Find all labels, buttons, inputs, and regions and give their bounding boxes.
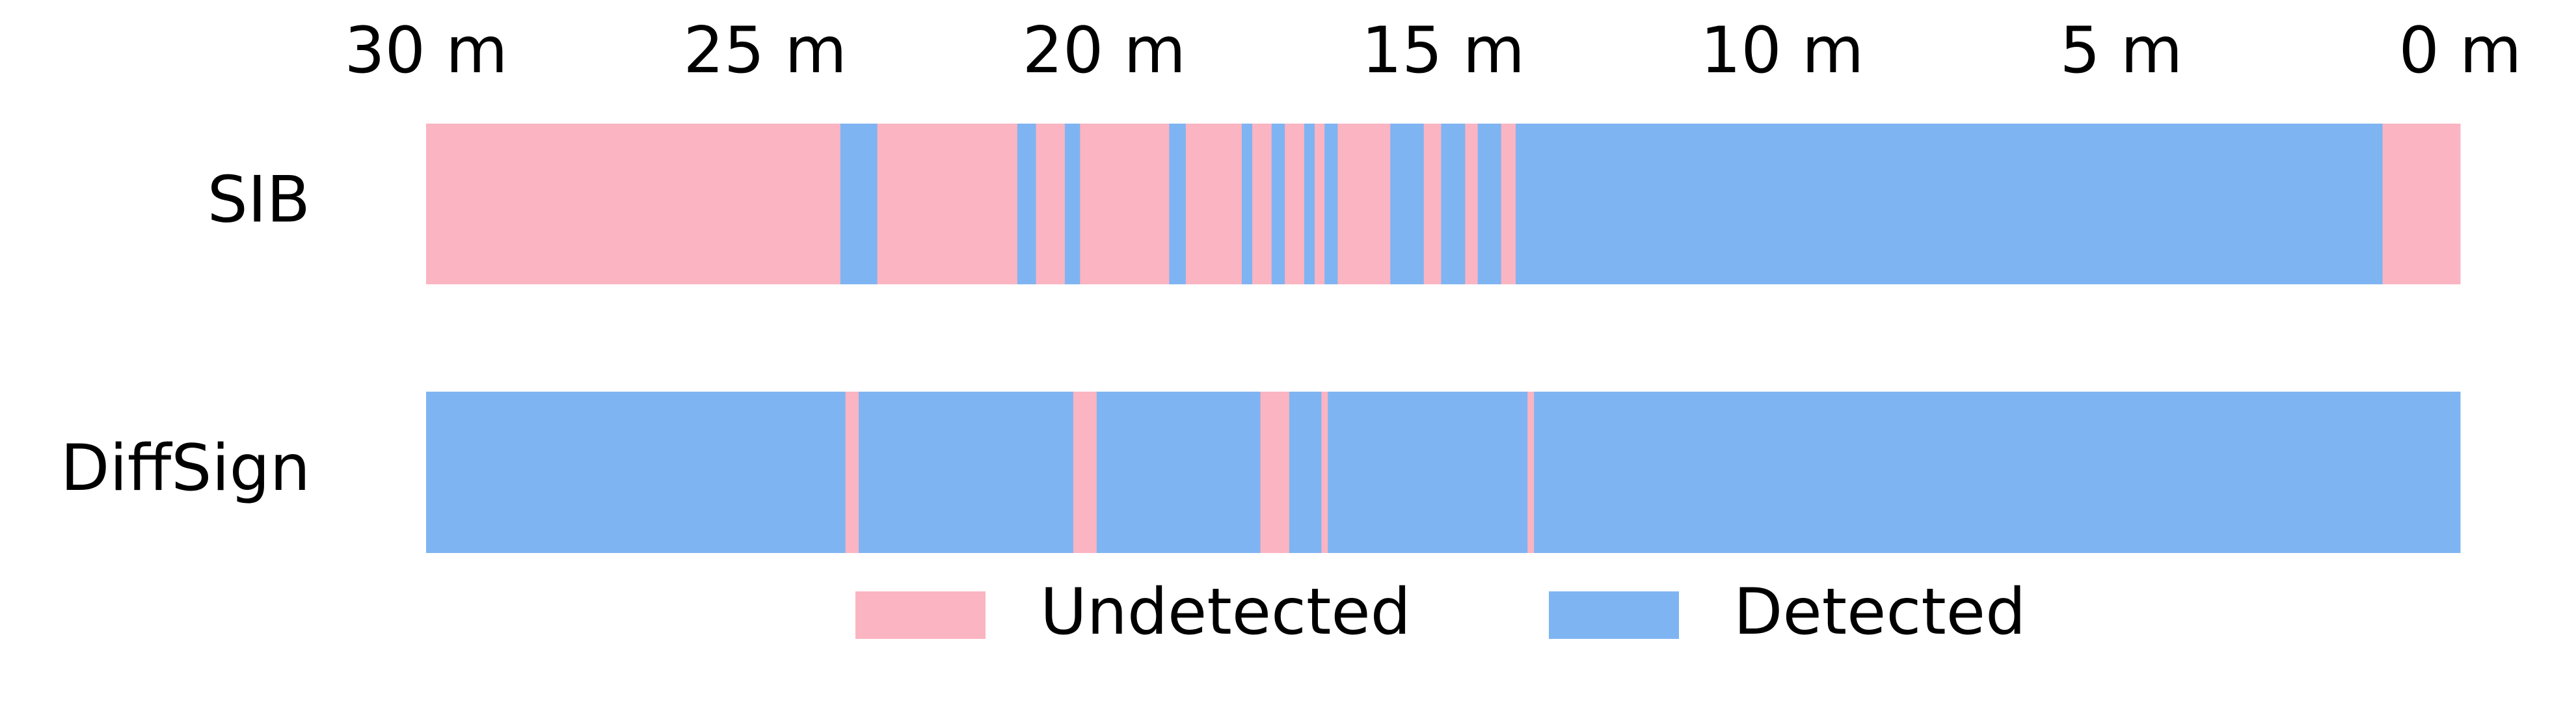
x-tick-label: 5 m <box>2059 14 2182 88</box>
x-tick-label: 20 m <box>1023 14 1186 88</box>
segment <box>1324 124 1338 284</box>
legend-label: Detected <box>1734 575 2026 649</box>
segment <box>1289 392 1322 553</box>
row-label: SIB <box>208 163 310 237</box>
segment <box>1527 392 1535 553</box>
segment <box>1321 392 1328 553</box>
segment <box>1096 392 1261 553</box>
segment <box>1516 124 2383 284</box>
segment <box>877 124 1018 284</box>
segment <box>1271 124 1285 284</box>
legend-swatch <box>1549 591 1679 639</box>
segment <box>1064 124 1080 284</box>
segment <box>1079 124 1170 284</box>
row-label: DiffSign <box>60 431 310 506</box>
segment <box>1390 124 1424 284</box>
segment <box>1501 124 1516 284</box>
segment <box>1477 124 1501 284</box>
segment <box>1328 392 1528 553</box>
segment <box>845 392 859 553</box>
segment <box>1017 124 1036 284</box>
segment <box>840 124 878 284</box>
x-tick-label: 0 m <box>2399 14 2522 88</box>
x-tick-label: 10 m <box>1700 14 1864 88</box>
segment <box>1441 124 1466 284</box>
segment <box>1337 124 1391 284</box>
segment <box>2382 124 2461 284</box>
segment <box>1534 392 2461 553</box>
segment <box>1169 124 1186 284</box>
x-tick-label: 25 m <box>684 14 847 88</box>
segment <box>1464 124 1479 284</box>
legend-label: Undetected <box>1040 575 1411 649</box>
x-tick-label: 30 m <box>344 14 507 88</box>
segment <box>1260 392 1290 553</box>
x-tick-label: 15 m <box>1362 14 1525 88</box>
segment <box>1314 124 1325 284</box>
segment <box>1036 124 1066 284</box>
segment <box>1252 124 1272 284</box>
segment <box>1185 124 1242 284</box>
segment <box>1241 124 1253 284</box>
segment <box>426 392 846 553</box>
segment <box>1423 124 1442 284</box>
segment <box>1284 124 1305 284</box>
legend-swatch <box>855 591 986 639</box>
segment <box>426 124 841 284</box>
segment <box>1073 392 1097 553</box>
segment <box>859 392 1073 553</box>
segment <box>1304 124 1315 284</box>
